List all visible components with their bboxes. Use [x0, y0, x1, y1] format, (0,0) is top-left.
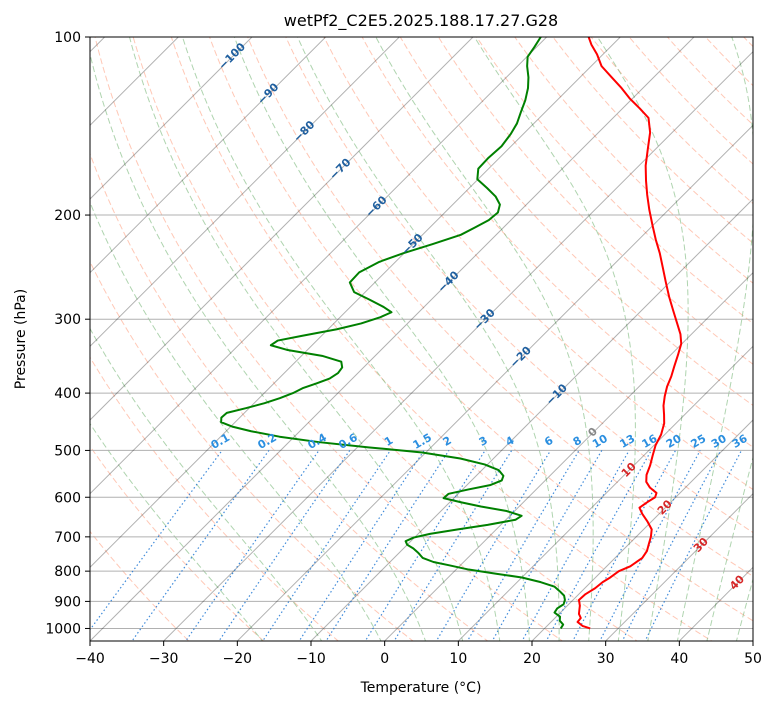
dry-adiabat-line	[90, 530, 190, 641]
moist-adiabat-line	[597, 37, 689, 641]
x-axis-title: Temperature (°C)	[360, 680, 482, 696]
isotherm-line	[90, 37, 253, 200]
dry-adiabat-line	[323, 37, 753, 491]
y-tick-label: 600	[54, 490, 81, 506]
mixing-ratio-line	[298, 450, 425, 641]
isotherm-line	[310, 198, 753, 641]
x-axis-ticks: −40 −30 −20 −10 0 10 20 30 40 50	[75, 641, 762, 667]
y-axis-ticks: 100 200 300 400 500 600 700 800 900 1000	[45, 30, 90, 637]
mixing-ratio-line	[545, 450, 652, 641]
x-tick-label: 0	[380, 651, 389, 667]
isotherm-line	[90, 37, 327, 274]
dry-adiabat-line	[247, 37, 753, 577]
y-axis-title: Pressure (hPa)	[13, 289, 29, 389]
isotherm-line	[90, 37, 474, 421]
dry-adiabat-line	[90, 260, 414, 641]
x-tick-label: −10	[296, 651, 326, 667]
mixing-ratio-line	[491, 450, 603, 641]
mixing-ratio-line	[218, 450, 351, 641]
isotherm-line	[90, 37, 401, 348]
y-tick-label: 500	[54, 443, 81, 459]
dry-adiabat-line	[285, 37, 753, 534]
isotherm-line	[457, 345, 753, 641]
mixing-ratio-line	[466, 450, 580, 641]
mixing-ratio-line	[262, 450, 391, 641]
isotherm-line	[90, 37, 180, 127]
plot-area	[90, 37, 753, 641]
dry-adiabat-line	[208, 37, 753, 622]
dry-adiabat-line	[170, 37, 713, 641]
dry-adiabat-line	[514, 37, 753, 284]
moist-adiabat-line	[375, 37, 594, 641]
mixing-ratio-lines	[90, 450, 743, 641]
x-tick-label: 50	[744, 651, 762, 667]
isotherm-line	[162, 50, 753, 641]
dry-adiabat-line	[132, 37, 638, 641]
y-tick-label: 100	[54, 30, 81, 46]
isotherm-line	[383, 271, 753, 641]
moist-adiabat-line	[676, 37, 753, 641]
moist-adiabat-line	[129, 37, 464, 641]
dry-adiabat-line	[90, 356, 340, 641]
chart-title: wetPf2_C2E5.2025.188.17.27.G28	[284, 11, 558, 31]
profile-series	[220, 37, 683, 630]
moist-adiabat-line	[182, 37, 501, 641]
y-tick-label: 900	[54, 594, 81, 610]
y-tick-label: 200	[54, 208, 81, 224]
dry-adiabat-line	[90, 152, 489, 641]
isotherm-line	[604, 492, 753, 641]
x-tick-label: −30	[149, 651, 179, 667]
temperature-profile-line	[576, 37, 683, 630]
x-tick-label: −20	[223, 651, 253, 667]
plot-frame	[89, 36, 754, 642]
x-tick-label: −40	[75, 651, 105, 667]
isotherm-line	[90, 37, 695, 641]
dry-adiabat-line	[590, 37, 753, 205]
y-tick-label: 800	[54, 564, 81, 580]
x-tick-label: 40	[670, 651, 688, 667]
moist-adiabat-line	[473, 37, 636, 641]
isotherm-line	[531, 419, 753, 641]
y-tick-label: 1000	[45, 621, 81, 637]
y-tick-label: 400	[54, 386, 81, 402]
mixing-ratio-line	[131, 450, 270, 641]
moist-adiabat-line	[297, 37, 560, 641]
mixing-ratio-line	[325, 450, 450, 641]
pressure-gridlines	[90, 37, 753, 629]
x-tick-label: 10	[449, 651, 467, 667]
mixing-ratio-line	[521, 450, 630, 641]
mixing-ratio-line	[644, 450, 743, 641]
dry-adiabats	[90, 37, 753, 641]
moist-adiabat-line	[233, 37, 530, 641]
dry-adiabat-line	[552, 37, 753, 244]
dry-adiabat-line	[437, 37, 753, 365]
isotherm-line	[236, 124, 753, 641]
dewpoint-profile-line	[220, 37, 566, 629]
y-tick-label: 300	[54, 312, 81, 328]
mixing-ratio-line	[90, 450, 223, 631]
mixing-ratio-line	[621, 450, 722, 641]
x-tick-label: 20	[523, 651, 541, 667]
mixing-ratio-line	[435, 450, 552, 641]
mixing-ratio-line	[185, 450, 320, 641]
isotherm-line	[90, 37, 548, 495]
x-tick-label: 30	[597, 651, 615, 667]
y-tick-label: 700	[54, 530, 81, 546]
